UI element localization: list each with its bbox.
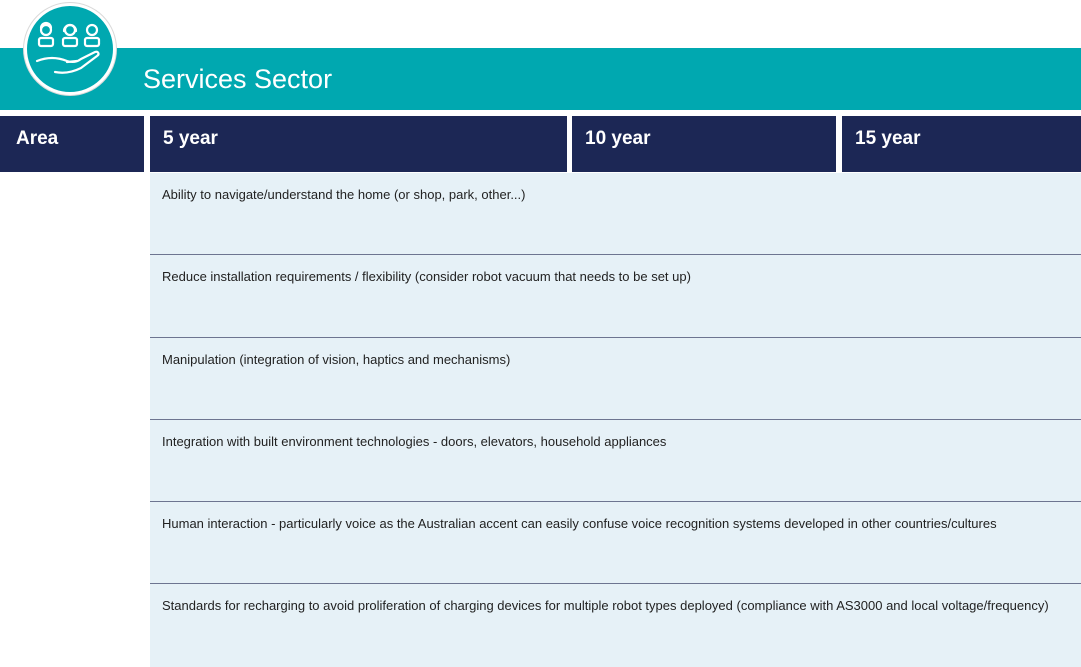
table-row: Reduce installation requirements / flexi…	[150, 255, 1081, 338]
table-row: Standards for recharging to avoid prolif…	[150, 584, 1081, 667]
table-row: Ability to navigate/understand the home …	[150, 173, 1081, 256]
table-row: Manipulation (integration of vision, hap…	[150, 337, 1081, 420]
column-header-15-year: 15 year	[842, 116, 1081, 172]
column-header-10-year: 10 year	[572, 116, 836, 172]
column-header-5-year: 5 year	[150, 116, 567, 172]
column-header-area: Area	[0, 116, 144, 172]
table-body: Ability to navigate/understand the home …	[150, 173, 1081, 667]
page-title: Services Sector	[143, 64, 333, 94]
table-row: Integration with built environment techn…	[150, 419, 1081, 503]
services-hand-people-icon	[24, 3, 116, 95]
table-row: Human interaction - particularly voice a…	[150, 502, 1081, 585]
header-band	[0, 48, 1081, 110]
